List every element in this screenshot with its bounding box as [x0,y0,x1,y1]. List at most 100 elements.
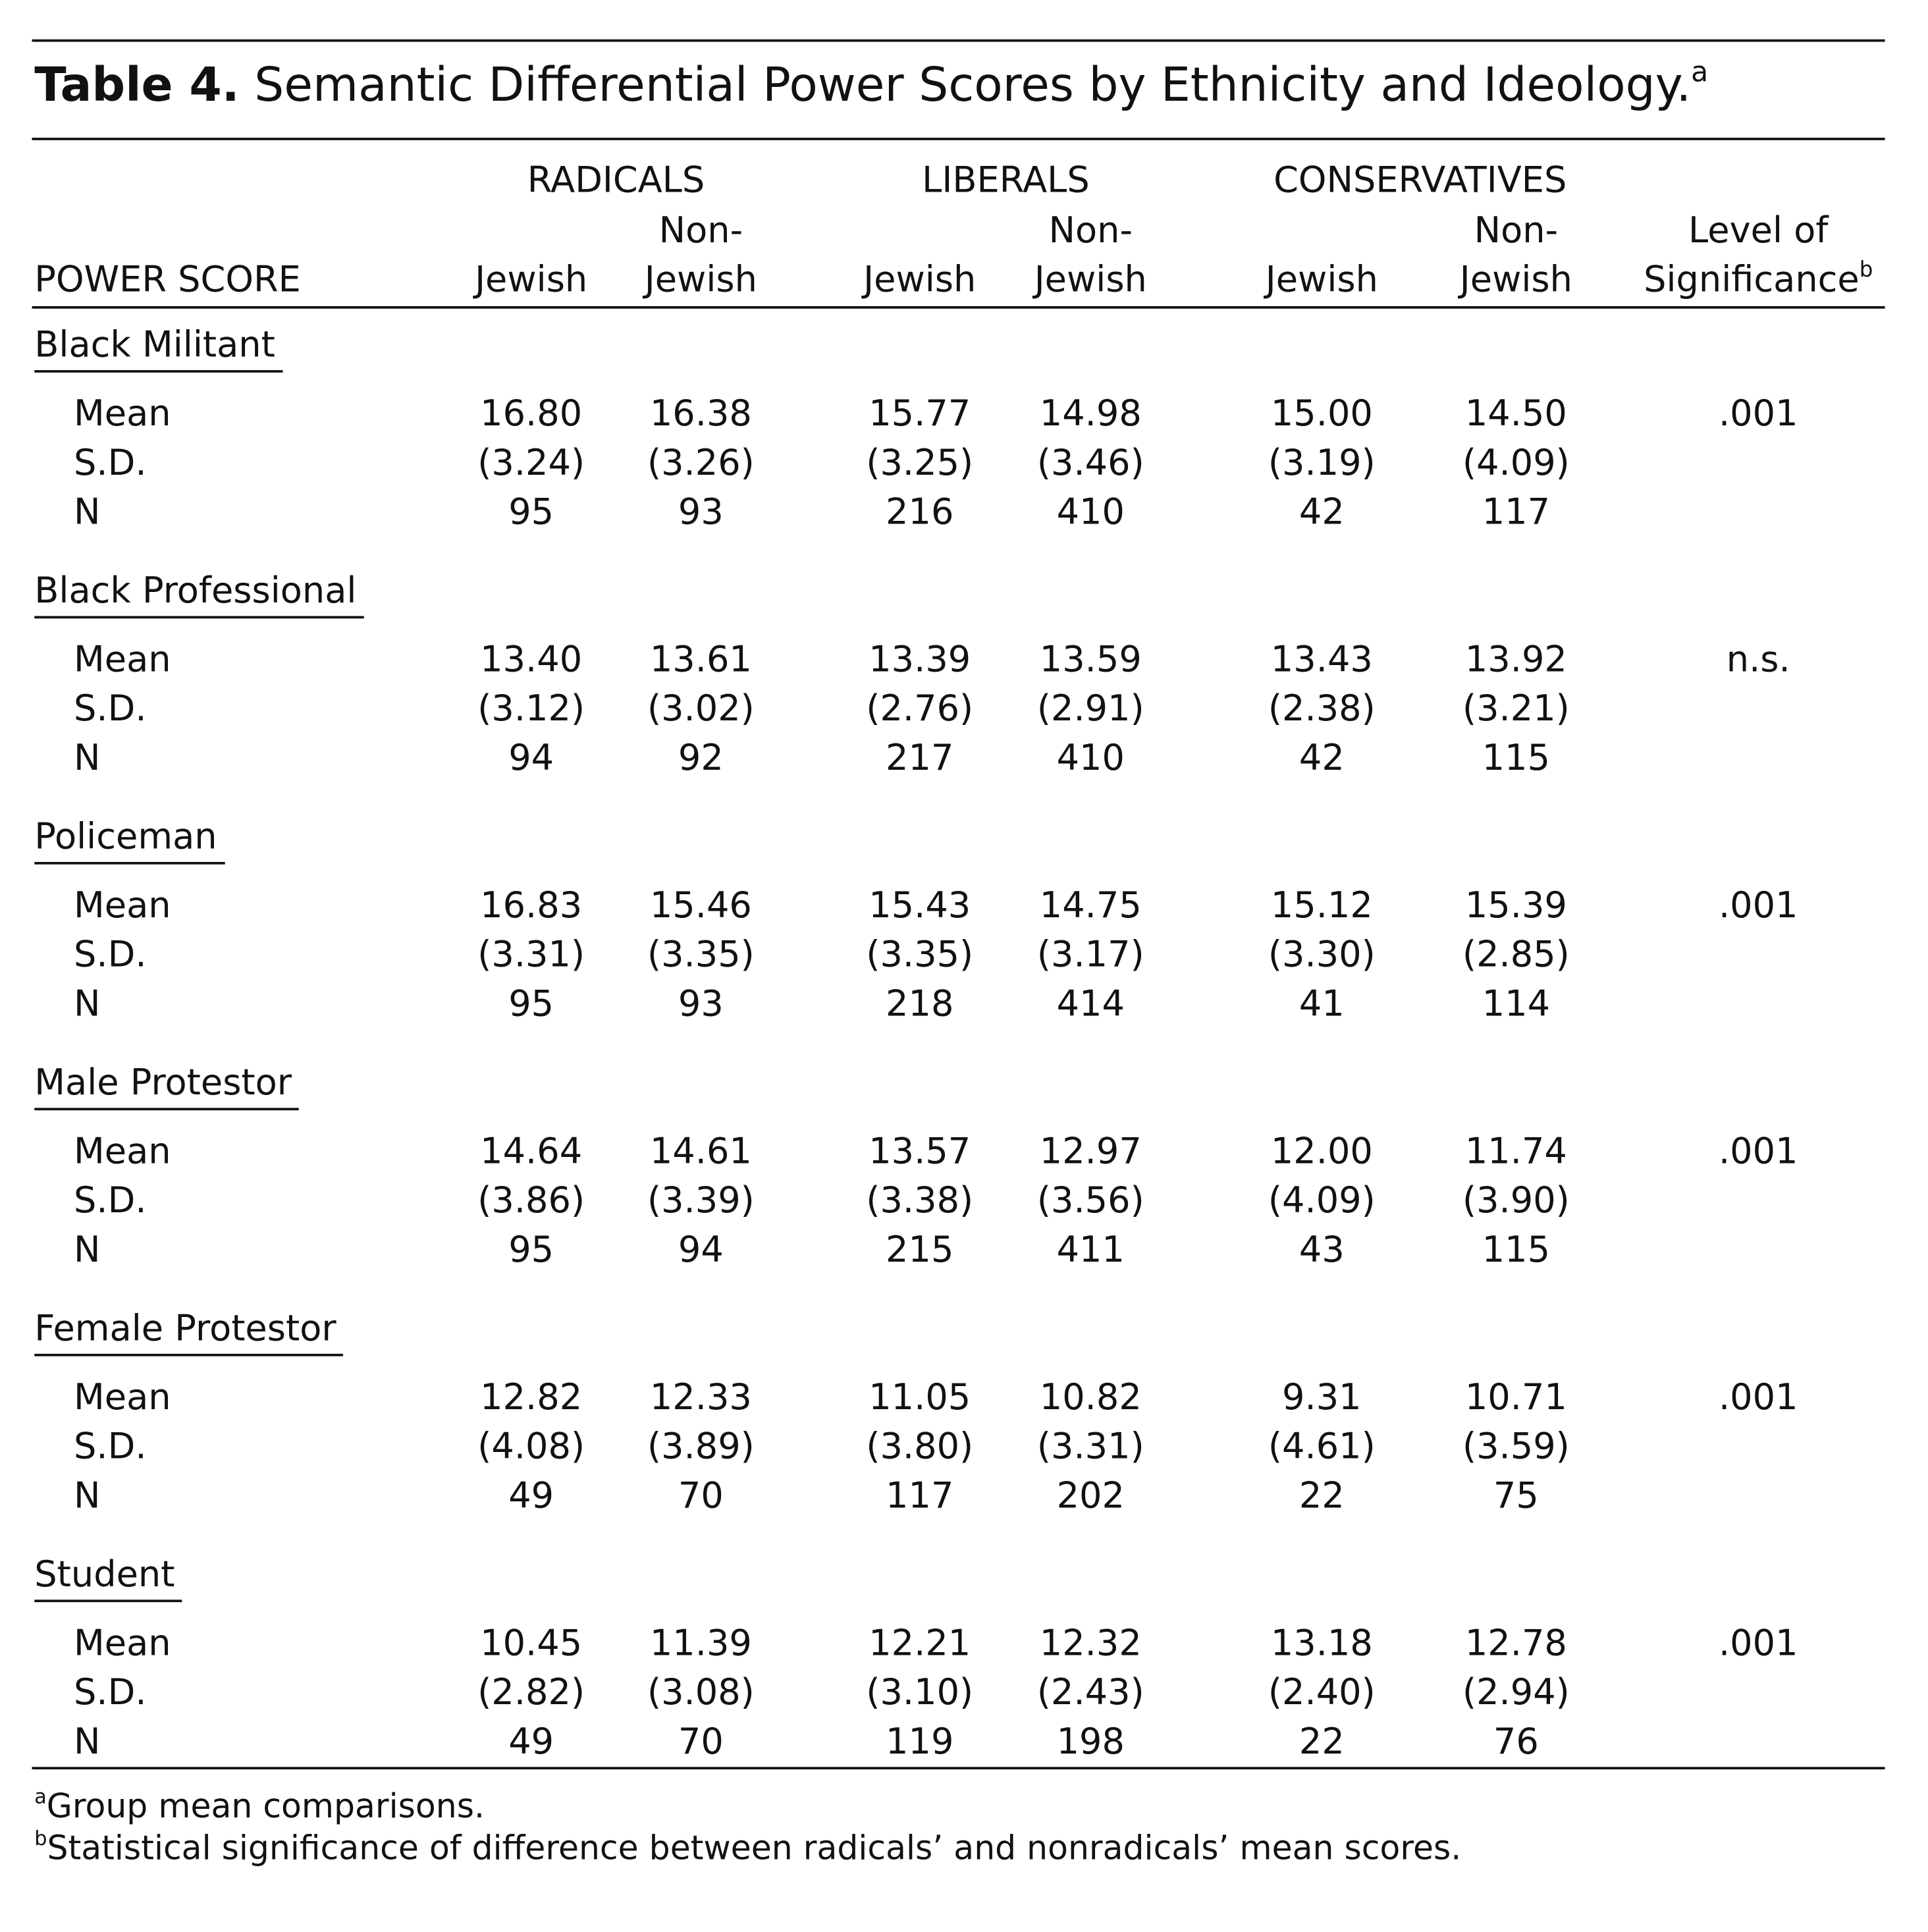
cell: 15.12 [1270,884,1373,926]
cell: (3.24) [477,441,585,483]
row-label: S.D. [74,441,147,483]
cell: .001 [1718,884,1798,926]
cell: (3.59) [1462,1425,1570,1467]
cell: .001 [1718,1621,1798,1664]
cell: (3.90) [1462,1179,1570,1221]
cell: 414 [1056,982,1125,1025]
cell: 10.82 [1039,1376,1142,1418]
cell: (4.08) [477,1425,585,1467]
row-label: N [74,736,101,779]
column-header: Jewish [863,258,977,300]
cell: 117 [886,1474,954,1516]
cell: 43 [1299,1228,1345,1270]
row-label: N [74,491,101,533]
cell: (3.21) [1462,687,1570,730]
cell: .001 [1718,1376,1798,1418]
cell: 215 [886,1228,954,1270]
cell: 15.46 [649,884,752,926]
column-header: Non- [1474,209,1559,251]
row-label: S.D. [74,1671,147,1713]
cell: 13.18 [1270,1621,1373,1664]
cell: 16.80 [480,392,583,435]
cell: (3.26) [647,441,755,483]
cell: 410 [1056,736,1125,779]
cell: 14.98 [1039,392,1142,435]
cell: (2.40) [1268,1671,1376,1713]
cell: 75 [1493,1474,1539,1516]
cell: 115 [1482,736,1551,779]
cell: 9.31 [1282,1376,1362,1418]
top-rule [32,39,1885,42]
cell: (3.02) [647,687,755,730]
cell: 15.00 [1270,392,1373,435]
cell: 13.43 [1270,638,1373,680]
cell: 11.39 [649,1621,752,1664]
cell: 16.38 [649,392,752,435]
cell: (3.08) [647,1671,755,1713]
cell: 13.61 [649,638,752,680]
cell: 42 [1299,736,1345,779]
cell: (4.09) [1462,441,1570,483]
cell: (3.10) [866,1671,974,1713]
cell: .001 [1718,392,1798,435]
cell: 10.71 [1464,1376,1567,1418]
cell: 92 [678,736,724,779]
cell: 14.75 [1039,884,1142,926]
cell: 13.92 [1464,638,1567,680]
group-header: CONSERVATIVES [1273,158,1567,201]
cell: 13.39 [869,638,971,680]
cell: (3.30) [1268,933,1376,975]
cell: 114 [1482,982,1551,1025]
row-label: S.D. [74,1425,147,1467]
column-header: Jewish [1034,258,1147,300]
row-label: S.D. [74,1179,147,1221]
cell: (2.38) [1268,687,1376,730]
group-header: LIBERALS [922,158,1090,201]
cell: 217 [886,736,954,779]
row-label: Mean [74,884,171,926]
cell: 218 [886,982,954,1025]
cell: n.s. [1726,638,1790,680]
cell: (2.94) [1462,1671,1570,1713]
cell: 10.45 [480,1621,583,1664]
footnote: bStatistical significance of difference … [34,1829,1461,1865]
column-header: Jewish [1459,258,1572,300]
section-name: Policeman [34,818,225,865]
row-label: Mean [74,1130,171,1172]
cell: 14.50 [1464,392,1567,435]
cell: 12.00 [1270,1130,1373,1172]
section-name: Black Militant [34,327,283,373]
cell: 15.77 [869,392,971,435]
cell: (3.35) [647,933,755,975]
cell: 94 [508,736,554,779]
row-label: N [74,982,101,1025]
cell: (3.46) [1036,441,1144,483]
row-label: Mean [74,392,171,435]
title-note: a [1691,56,1709,89]
cell: 14.64 [480,1130,583,1172]
cell: 42 [1299,491,1345,533]
cell: .001 [1718,1130,1798,1172]
section-name: Student [34,1556,182,1603]
cell: 15.43 [869,884,971,926]
cell: 119 [886,1720,954,1762]
cell: 49 [508,1720,554,1762]
cell: 70 [678,1720,724,1762]
cell: (4.61) [1268,1425,1376,1467]
cell: 12.78 [1464,1621,1567,1664]
cell: (3.17) [1036,933,1144,975]
cell: 95 [508,1228,554,1270]
cell: 22 [1299,1474,1345,1516]
footnote-mark: b [34,1827,47,1850]
cell: 198 [1056,1720,1125,1762]
cell: (3.80) [866,1425,974,1467]
cell: (2.76) [866,687,974,730]
cell: 16.83 [480,884,583,926]
cell: (3.19) [1268,441,1376,483]
section-name: Male Protestor [34,1064,300,1111]
row-label: S.D. [74,933,147,975]
cell: 410 [1056,491,1125,533]
cell: 12.97 [1039,1130,1142,1172]
table-title: Table 4. Semantic Differential Power Sco… [34,59,1708,108]
